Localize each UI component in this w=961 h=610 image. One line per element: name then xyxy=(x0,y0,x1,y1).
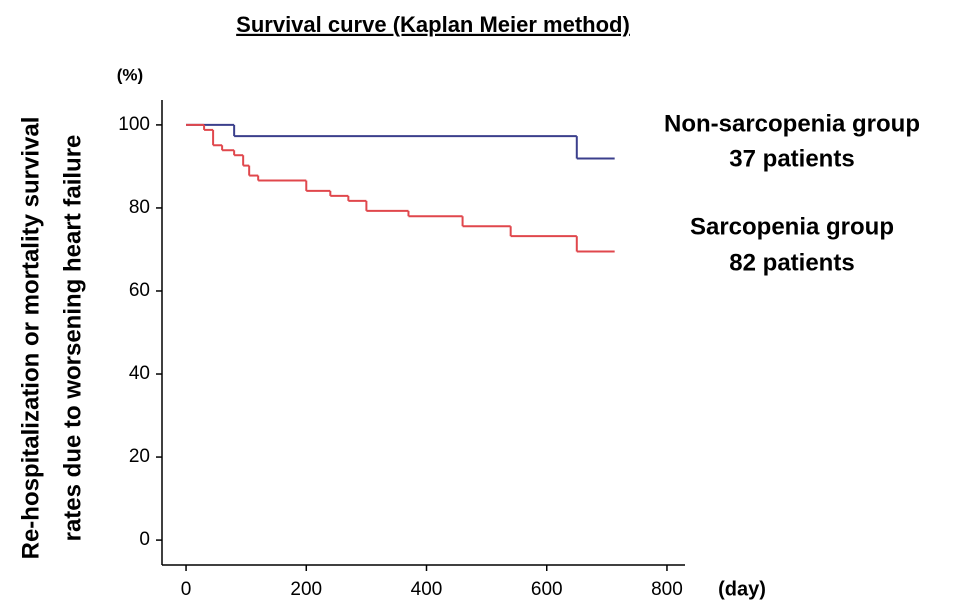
y-tick-label: 40 xyxy=(129,363,150,384)
y-tick-label: 100 xyxy=(118,114,150,135)
x-tick-label: 400 xyxy=(411,579,443,600)
x-tick-label: 200 xyxy=(290,579,322,600)
y-unit: (%) xyxy=(117,65,143,84)
y-tick-label: 0 xyxy=(139,529,150,550)
y-axis-label: Re-hospitalization or mortality survival xyxy=(17,117,44,560)
y-tick-label: 80 xyxy=(129,197,150,218)
y-tick-label: 20 xyxy=(129,446,150,467)
y-tick-label: 60 xyxy=(129,280,150,301)
series-count: 82 patients xyxy=(729,249,854,276)
x-tick-label: 0 xyxy=(181,579,192,600)
series-label: Sarcopenia group xyxy=(690,213,894,240)
series-count: 37 patients xyxy=(729,145,854,172)
chart-title: Survival curve (Kaplan Meier method) xyxy=(236,12,630,37)
x-tick-label: 800 xyxy=(651,579,683,600)
y-axis-label: rates due to worsening heart failure xyxy=(59,135,86,542)
x-unit: (day) xyxy=(718,578,766,600)
series-label: Non-sarcopenia group xyxy=(664,110,920,137)
x-tick-label: 600 xyxy=(531,579,563,600)
